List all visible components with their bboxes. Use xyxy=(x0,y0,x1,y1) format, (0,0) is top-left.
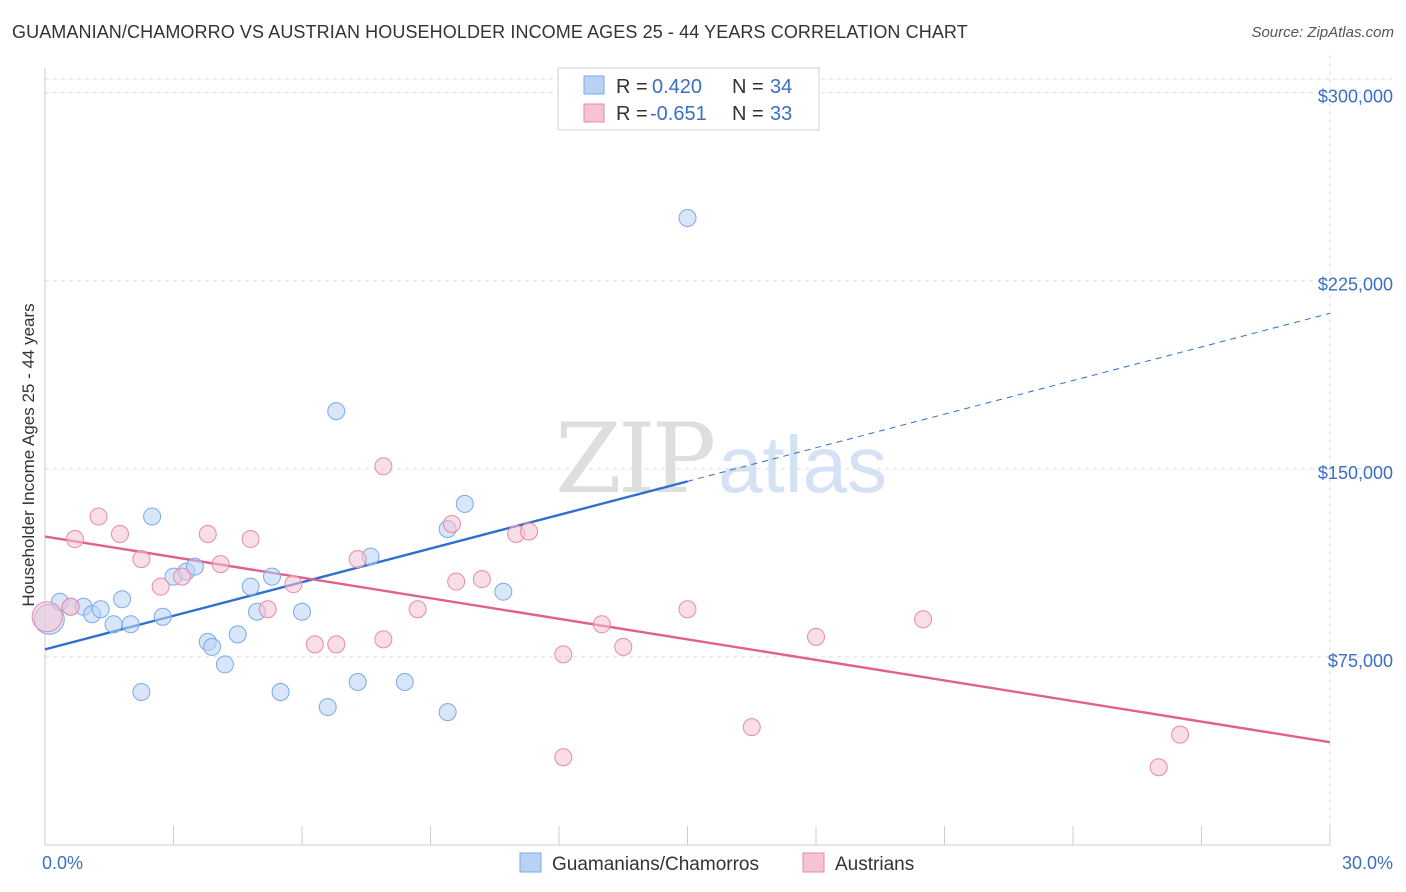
data-point-series-0 xyxy=(318,698,337,717)
legend-label-austrian: Austrians xyxy=(835,854,914,875)
data-point-series-1 xyxy=(132,550,151,569)
stats-r-value-austrian: -0.651 xyxy=(650,103,707,125)
data-point-series-0 xyxy=(228,625,247,644)
data-point-series-1 xyxy=(374,457,393,476)
data-points xyxy=(31,209,1190,777)
y-tick-labels: $75,000 $150,000 $225,000 $300,000 xyxy=(1318,87,1393,671)
data-point-series-0 xyxy=(121,615,140,634)
data-point-series-1 xyxy=(374,630,393,649)
x-tick-label-max: 30.0% xyxy=(1342,853,1393,873)
data-point-series-0 xyxy=(327,402,346,421)
y-tick-label: $300,000 xyxy=(1318,87,1393,107)
data-point-series-1 xyxy=(408,600,427,619)
data-point-series-1 xyxy=(807,627,825,646)
data-point-series-1 xyxy=(305,635,324,654)
legend-label-guamanian: Guamanians/Chamorros xyxy=(552,854,759,875)
data-point-series-0 xyxy=(678,209,697,228)
data-point-series-0 xyxy=(203,637,222,656)
data-point-series-1 xyxy=(1149,758,1168,777)
data-point-series-1 xyxy=(554,748,573,767)
stats-n-label-austrian: N = xyxy=(732,103,764,125)
data-point-series-0 xyxy=(91,600,110,619)
data-point-series-0 xyxy=(263,567,282,586)
data-point-series-1 xyxy=(614,637,633,656)
y-axis-label: Householder Income Ages 25 - 44 years xyxy=(19,303,38,606)
data-point-series-1 xyxy=(327,635,346,654)
data-point-series-1 xyxy=(742,718,761,737)
data-point-series-1 xyxy=(472,570,491,589)
data-point-series-1 xyxy=(198,525,217,544)
data-point-series-0 xyxy=(271,683,290,702)
watermark: ZIP atlas xyxy=(555,403,887,515)
stats-n-value-guamanian: 34 xyxy=(770,76,792,98)
data-point-series-1 xyxy=(442,514,461,533)
chart-title: GUAMANIAN/CHAMORRO VS AUSTRIAN HOUSEHOLD… xyxy=(12,22,968,42)
data-point-series-1 xyxy=(61,597,80,616)
data-point-series-1 xyxy=(284,575,303,594)
data-point-series-0 xyxy=(104,615,123,634)
trend-line-series-0 xyxy=(44,480,688,651)
data-point-series-0 xyxy=(438,703,457,722)
y-tick-label: $75,000 xyxy=(1328,651,1393,671)
stats-r-label-guamanian: R = xyxy=(616,76,648,98)
data-point-series-1 xyxy=(173,567,192,586)
data-point-series-0 xyxy=(215,655,234,674)
data-point-series-0 xyxy=(153,607,172,626)
data-point-series-1 xyxy=(554,645,573,664)
data-point-series-1 xyxy=(678,600,697,619)
data-point-series-1 xyxy=(592,615,611,634)
data-point-series-1 xyxy=(447,572,466,591)
axes xyxy=(44,68,1331,846)
stats-n-value-austrian: 33 xyxy=(770,103,792,125)
data-point-series-1 xyxy=(348,550,367,569)
watermark-atlas: atlas xyxy=(718,420,887,509)
chart-source: Source: ZipAtlas.com xyxy=(1251,24,1394,41)
data-point-series-1 xyxy=(914,610,933,629)
stats-r-label-austrian: R = xyxy=(616,103,648,125)
y-tick-label: $225,000 xyxy=(1318,275,1393,295)
data-point-series-1 xyxy=(241,530,260,549)
watermark-zip: ZIP xyxy=(555,403,714,515)
grid-lines xyxy=(45,55,1392,845)
series-legend: Guamanians/Chamorros Austrians xyxy=(519,852,914,875)
stats-r-value-guamanian: 0.420 xyxy=(652,76,702,98)
trend-lines xyxy=(44,312,1331,744)
data-point-series-1 xyxy=(258,600,277,619)
data-point-series-0 xyxy=(143,507,162,526)
x-tick-labels: 0.0% 30.0% xyxy=(42,853,1393,873)
trend-line-series-1 xyxy=(44,535,1331,744)
stats-swatch-guamanian xyxy=(583,75,605,95)
data-point-series-1 xyxy=(89,507,108,526)
legend-swatch-austrian xyxy=(802,852,825,873)
data-point-series-1 xyxy=(520,522,539,541)
legend-swatch-guamanian xyxy=(519,852,542,873)
data-point-series-0 xyxy=(241,577,260,596)
data-point-series-1 xyxy=(110,525,129,544)
data-point-series-1 xyxy=(211,555,230,574)
data-point-series-0 xyxy=(348,672,367,691)
data-point-series-1 xyxy=(1171,725,1190,744)
stats-legend: R = 0.420 N = 34 R = -0.651 N = 33 xyxy=(557,67,820,131)
data-point-series-0 xyxy=(455,494,474,513)
data-point-series-1 xyxy=(151,577,170,596)
data-point-series-0 xyxy=(395,672,414,691)
y-tick-label: $150,000 xyxy=(1318,463,1393,483)
data-point-series-0 xyxy=(113,590,132,609)
data-point-series-0 xyxy=(185,557,204,576)
data-point-series-0 xyxy=(494,582,513,601)
data-point-series-0 xyxy=(132,683,151,702)
data-point-series-1 xyxy=(65,530,84,549)
stats-n-label-guamanian: N = xyxy=(732,76,764,98)
data-point-series-1 xyxy=(31,601,63,633)
data-point-series-0 xyxy=(293,602,311,621)
stats-swatch-austrian xyxy=(583,103,605,123)
x-tick-label-min: 0.0% xyxy=(42,853,83,873)
trend-line-extension-series-0 xyxy=(687,312,1331,482)
